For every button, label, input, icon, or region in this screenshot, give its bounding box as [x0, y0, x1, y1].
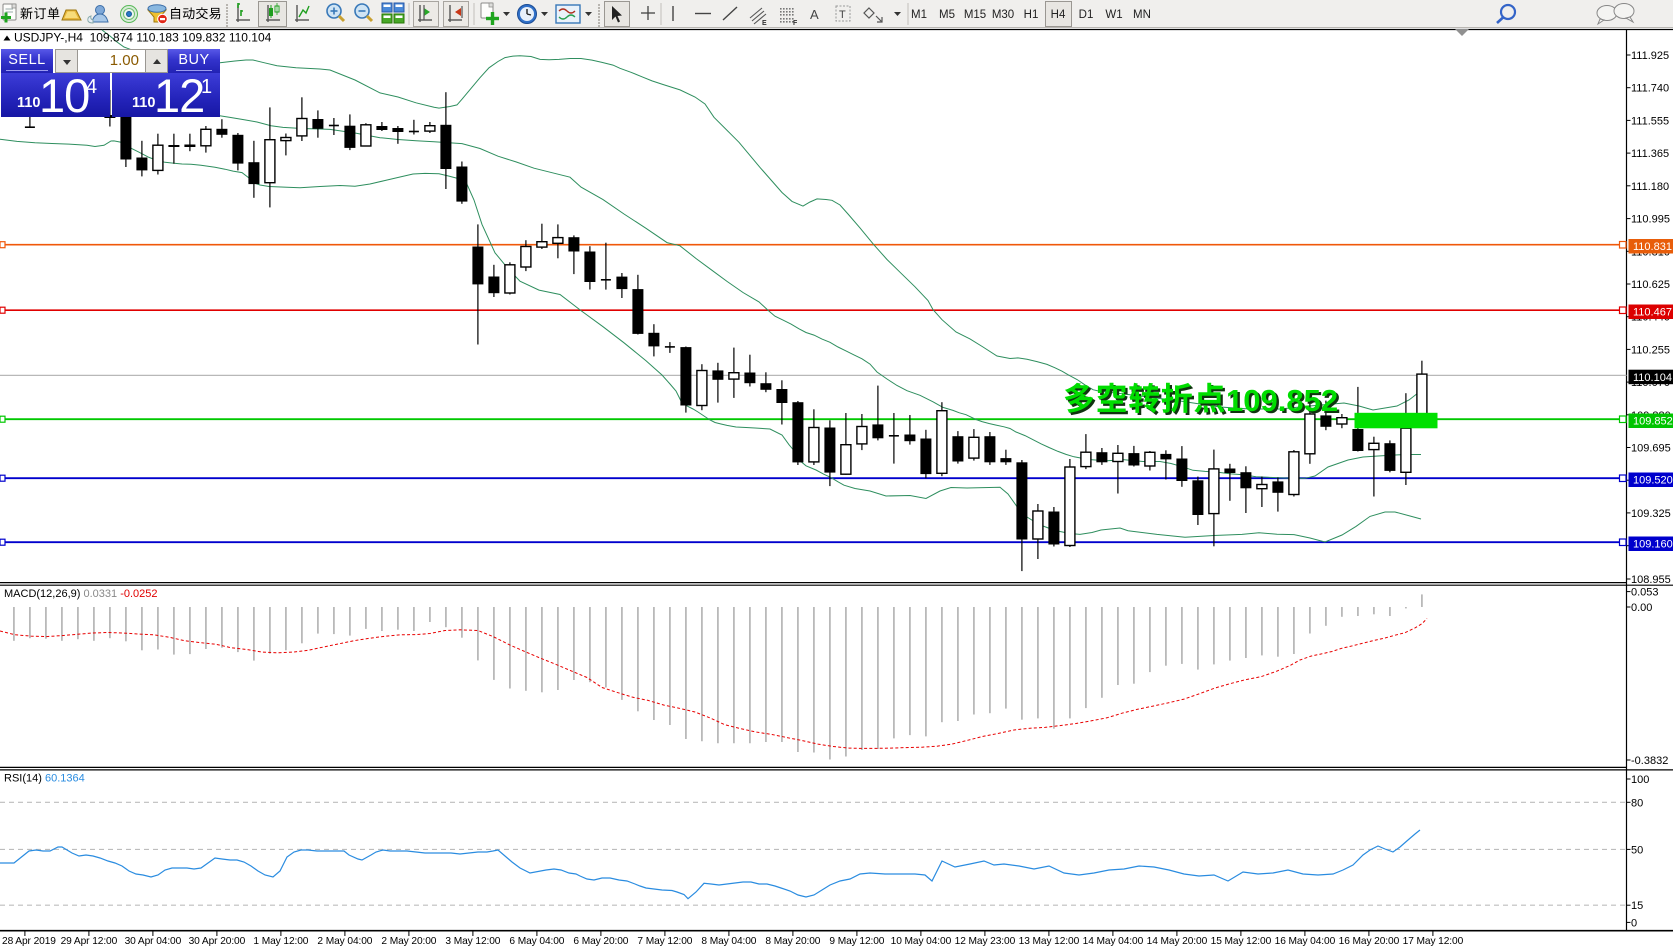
svg-text:1 May 12:00: 1 May 12:00 [253, 936, 308, 947]
svg-text:F: F [793, 20, 798, 27]
svg-text:108.955: 108.955 [1631, 574, 1671, 586]
svg-text:28 Apr 2019: 28 Apr 2019 [2, 936, 56, 947]
svg-text:111.365: 111.365 [1631, 148, 1669, 160]
svg-text:110.104: 110.104 [1633, 372, 1672, 384]
svg-text:12 May 23:00: 12 May 23:00 [955, 936, 1016, 947]
svg-text:110.255: 110.255 [1631, 344, 1670, 356]
svg-text:0: 0 [1631, 917, 1637, 929]
svg-text:H4: H4 [1051, 9, 1066, 21]
svg-text:109.852: 109.852 [1228, 385, 1340, 420]
svg-text:MN: MN [1133, 9, 1151, 21]
svg-text:110.625: 110.625 [1631, 279, 1670, 291]
svg-text:A: A [810, 7, 819, 22]
svg-text:109.852: 109.852 [1633, 416, 1673, 428]
svg-text:M15: M15 [964, 9, 986, 21]
svg-text:30 Apr 04:00: 30 Apr 04:00 [125, 936, 182, 947]
svg-text:110.467: 110.467 [1633, 307, 1672, 319]
svg-text:110.995: 110.995 [1631, 214, 1670, 226]
svg-text:2 May 04:00: 2 May 04:00 [317, 936, 372, 947]
svg-text:109.695: 109.695 [1631, 443, 1671, 455]
svg-text:111.180: 111.180 [1631, 181, 1669, 193]
svg-text:M30: M30 [992, 9, 1014, 21]
svg-text:6 May 04:00: 6 May 04:00 [509, 936, 564, 947]
svg-text:H1: H1 [1024, 9, 1039, 21]
svg-text:W1: W1 [1105, 9, 1122, 21]
svg-text:D1: D1 [1079, 9, 1094, 21]
svg-text:80: 80 [1631, 797, 1643, 809]
svg-text:RSI(14) 60.1364: RSI(14) 60.1364 [4, 773, 85, 785]
svg-text:-0.3832: -0.3832 [1631, 755, 1668, 767]
svg-text:USDJPY-,H4 109.874 110.183 10: USDJPY-,H4 109.874 110.183 109.832 110.1… [14, 31, 272, 45]
svg-text:109.160: 109.160 [1633, 539, 1673, 551]
svg-text:109.325: 109.325 [1631, 508, 1671, 520]
svg-text:29 Apr 12:00: 29 Apr 12:00 [61, 936, 118, 947]
svg-text:17 May 12:00: 17 May 12:00 [1403, 936, 1464, 947]
svg-text:6 May 20:00: 6 May 20:00 [573, 936, 628, 947]
svg-text:8 May 20:00: 8 May 20:00 [765, 936, 820, 947]
svg-text:7 May 12:00: 7 May 12:00 [637, 936, 692, 947]
svg-text:3 May 12:00: 3 May 12:00 [445, 936, 500, 947]
svg-text:M1: M1 [911, 9, 927, 21]
svg-text:50: 50 [1631, 844, 1643, 856]
svg-text:8 May 04:00: 8 May 04:00 [701, 936, 756, 947]
svg-text:14 May 04:00: 14 May 04:00 [1083, 936, 1144, 947]
svg-text:109.852: 109.852 [1226, 383, 1338, 418]
svg-text:109.520: 109.520 [1633, 475, 1673, 487]
svg-text:10 May 04:00: 10 May 04:00 [891, 936, 952, 947]
svg-text:111.555: 111.555 [1631, 115, 1669, 127]
svg-text:9 May 12:00: 9 May 12:00 [829, 936, 884, 947]
svg-text:16 May 20:00: 16 May 20:00 [1339, 936, 1400, 947]
svg-text:15: 15 [1631, 900, 1643, 912]
svg-text:M5: M5 [939, 9, 955, 21]
svg-text:13 May 12:00: 13 May 12:00 [1019, 936, 1080, 947]
svg-text:MACD(12,26,9) 0.0331 -0.0252: MACD(12,26,9) 0.0331 -0.0252 [4, 588, 158, 600]
svg-text:15 May 12:00: 15 May 12:00 [1211, 936, 1272, 947]
svg-text:2 May 20:00: 2 May 20:00 [381, 936, 436, 947]
svg-text:0.053: 0.053 [1631, 587, 1659, 599]
svg-text:14 May 20:00: 14 May 20:00 [1147, 936, 1208, 947]
svg-text:0.00: 0.00 [1631, 602, 1652, 614]
svg-text:E: E [762, 20, 767, 27]
svg-text:110.831: 110.831 [1633, 241, 1672, 253]
svg-text:30 Apr 20:00: 30 Apr 20:00 [189, 936, 246, 947]
svg-text:111.740: 111.740 [1631, 83, 1669, 95]
svg-text:16 May 04:00: 16 May 04:00 [1275, 936, 1336, 947]
svg-text:100: 100 [1631, 774, 1649, 786]
svg-text:T: T [839, 9, 846, 21]
svg-text:111.925: 111.925 [1631, 50, 1669, 62]
